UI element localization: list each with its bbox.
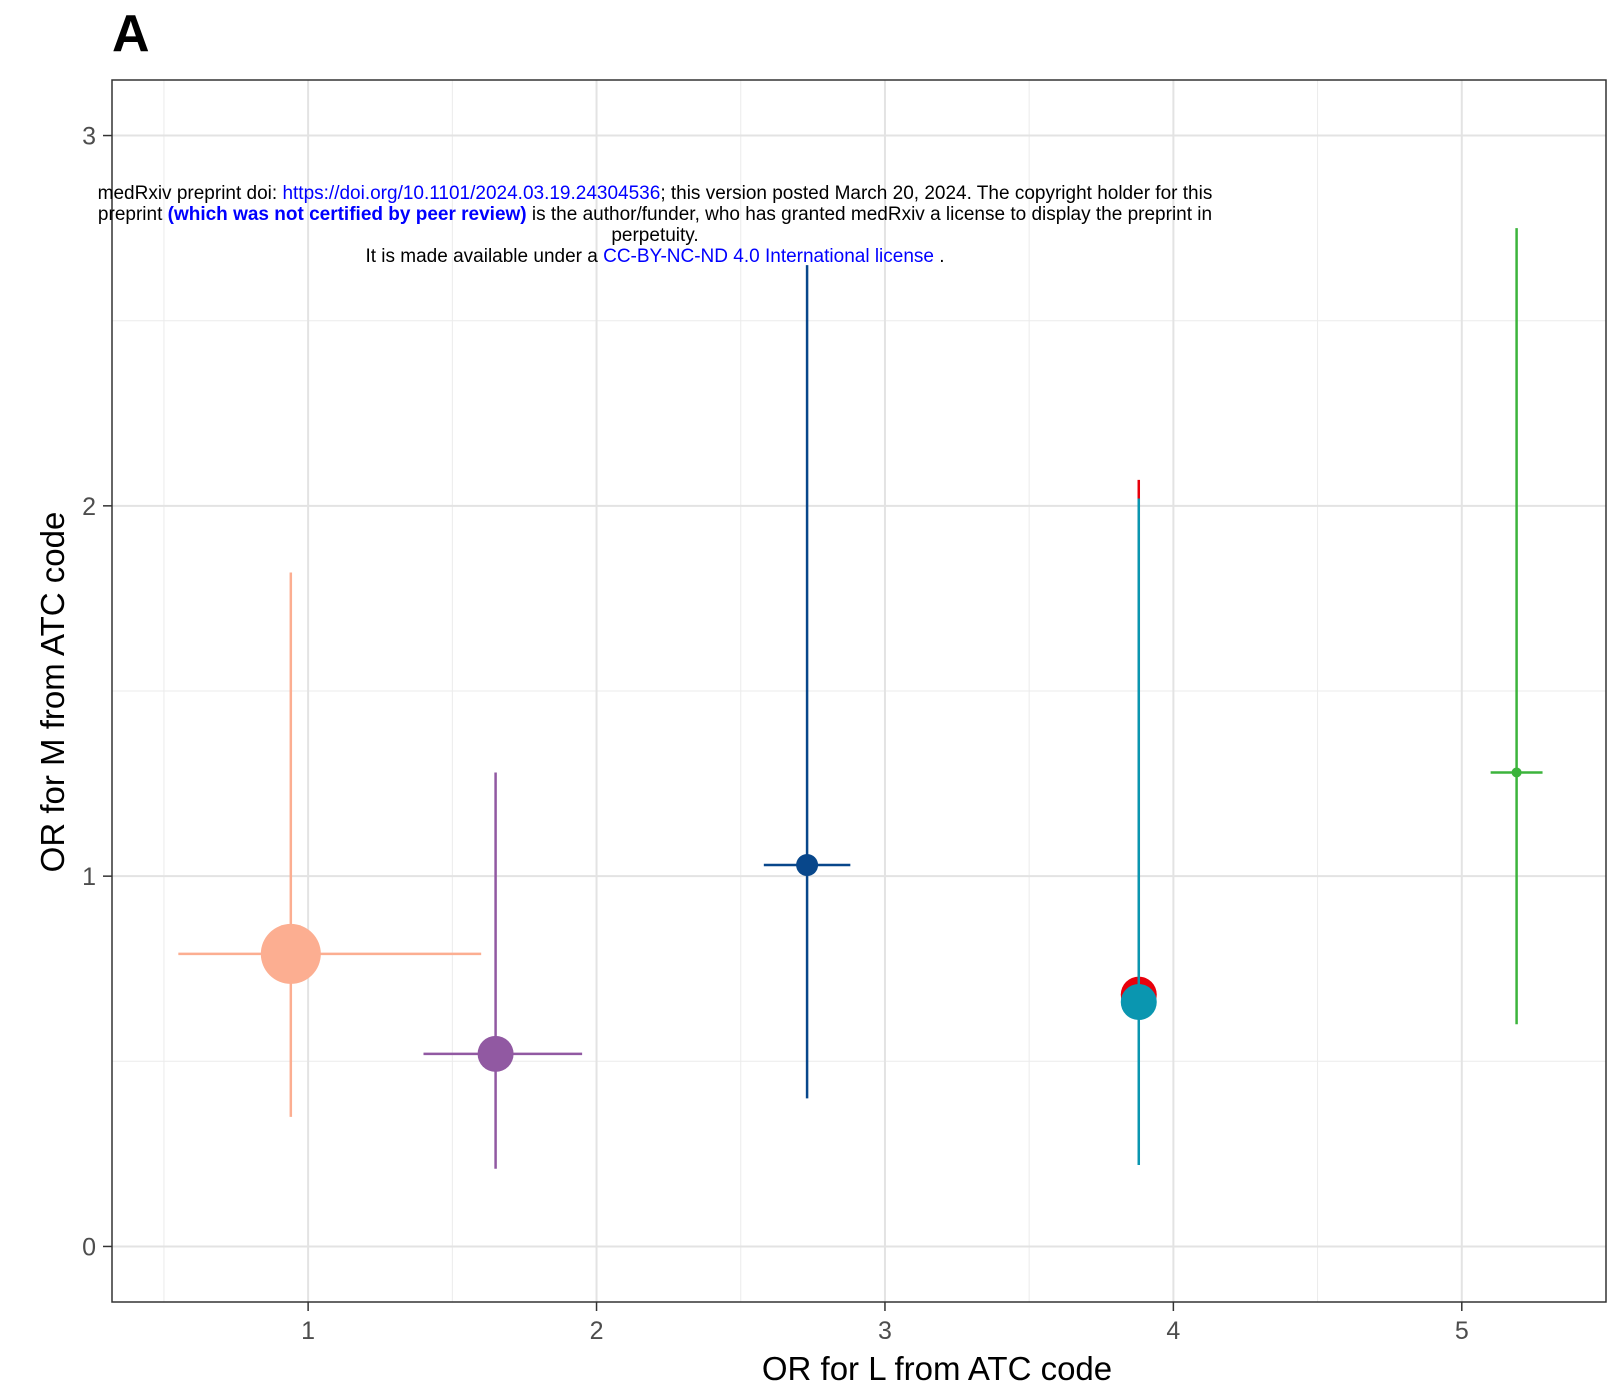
plot-border — [111, 79, 1607, 1303]
banner-line1-prefix: medRxiv preprint doi: — [97, 183, 283, 204]
y-tick-label: 3 — [82, 123, 96, 151]
doi-link[interactable]: https://doi.org/10.1101/2024.03.19.24304… — [282, 183, 661, 204]
banner-line-4: It is made available under a CC-BY-NC-ND… — [10, 246, 1300, 267]
x-tick-label: 4 — [1166, 1317, 1180, 1345]
banner-line4-prefix: It is made available under a — [365, 246, 604, 267]
data-point-group — [178, 572, 482, 1117]
data-point-group — [763, 265, 851, 1099]
peer-review-note: (which was not certified by peer review) — [167, 204, 527, 225]
y-tick-label: 1 — [82, 863, 96, 891]
banner-line-3: perpetuity. — [611, 225, 699, 246]
panel-label: A — [112, 5, 150, 63]
banner-line-1: medRxiv preprint doi: https://doi.org/10… — [10, 183, 1300, 204]
x-tick-label: 2 — [590, 1317, 604, 1345]
y-tick-label: 2 — [82, 493, 96, 521]
banner-line4-suffix: . — [933, 246, 945, 267]
series-layer — [178, 228, 1543, 1169]
data-point-group — [1120, 498, 1157, 1165]
x-tick-label: 3 — [878, 1317, 892, 1345]
data-point-group — [423, 772, 583, 1169]
data-point — [1120, 984, 1157, 1021]
banner-line1-suffix: ; this version posted March 20, 2024. Th… — [660, 183, 1213, 204]
data-point — [260, 923, 321, 984]
y-tick-label: 0 — [82, 1233, 96, 1261]
data-point-group — [1490, 228, 1543, 1025]
x-axis-label: OR for L from ATC code — [762, 1350, 1112, 1387]
x-tick-label: 1 — [301, 1317, 315, 1345]
data-point — [796, 854, 819, 877]
x-tick-label: 5 — [1455, 1317, 1469, 1345]
y-axis-label: OR for M from ATC code — [34, 512, 71, 873]
banner-line2-prefix: preprint — [97, 204, 168, 225]
preprint-banner: medRxiv preprint doi: https://doi.org/10… — [10, 183, 1300, 267]
banner-line-2: preprint (which was not certified by pee… — [10, 204, 1300, 225]
grid-major — [112, 80, 1606, 1302]
data-point — [477, 1035, 514, 1072]
data-point — [1511, 767, 1522, 778]
license-link[interactable]: CC-BY-NC-ND 4.0 International license — [603, 246, 934, 267]
axis-ticks: 1 2 3 4 5 0 1 2 3 — [82, 123, 1469, 1345]
banner-line2-suffix: is the author/funder, who has granted me… — [526, 204, 1213, 225]
